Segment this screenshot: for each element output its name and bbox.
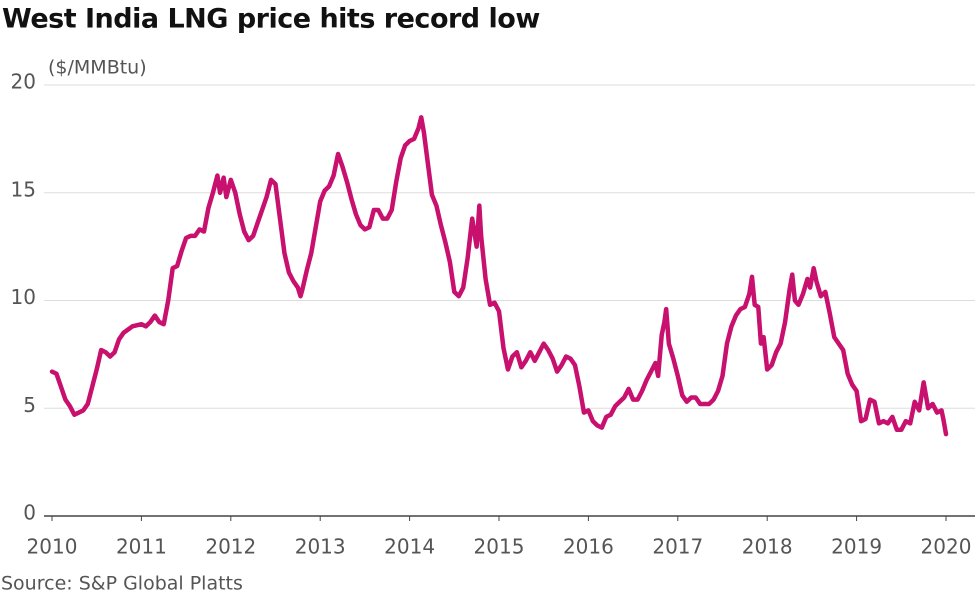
price-line xyxy=(49,115,949,437)
chart-title: West India LNG price hits record low xyxy=(2,4,540,35)
y-tick-label: 10 xyxy=(11,285,36,309)
y-tick-label: 0 xyxy=(23,501,36,525)
x-tick-label: 2016 xyxy=(563,535,614,559)
x-tick-label: 2010 xyxy=(27,535,78,559)
x-tick-label: 2012 xyxy=(205,535,256,559)
y-axis-unit: ($/MMBtu) xyxy=(48,57,147,79)
x-tick-label: 2014 xyxy=(384,535,435,559)
x-tick-label: 2011 xyxy=(116,535,167,559)
y-tick-label: 20 xyxy=(11,70,36,94)
y-tick-label: 15 xyxy=(11,177,36,201)
y-tick-label: 5 xyxy=(23,393,36,417)
source-note: Source: S&P Global Platts xyxy=(1,573,243,595)
x-tick-label: 2020 xyxy=(921,535,972,559)
x-tick-label: 2019 xyxy=(831,535,882,559)
x-tick-label: 2017 xyxy=(652,535,703,559)
x-tick-label: 2018 xyxy=(742,535,793,559)
x-tick-label: 2015 xyxy=(474,535,525,559)
x-tick-label: 2013 xyxy=(295,535,346,559)
